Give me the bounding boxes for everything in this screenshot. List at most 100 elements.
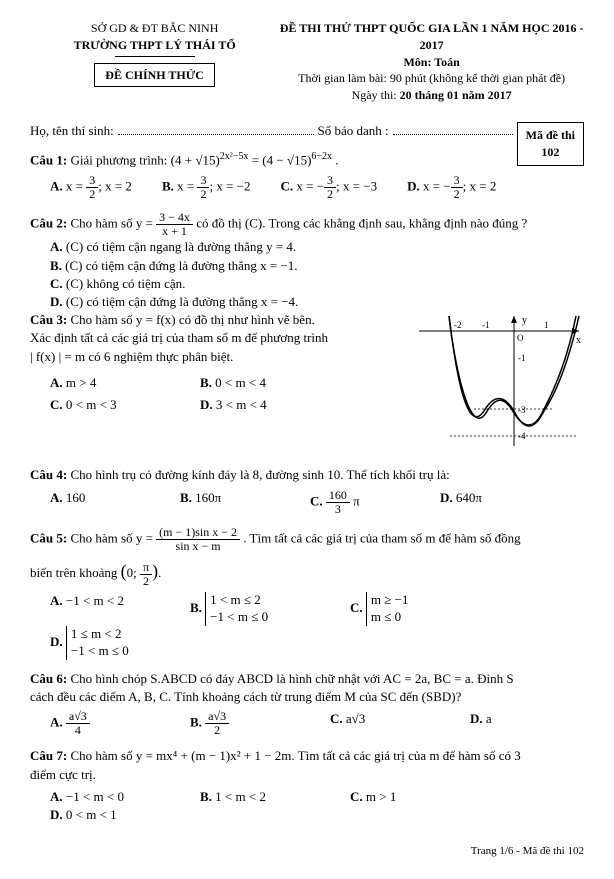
q2-C: C. (C) không có tiệm cận.	[50, 275, 584, 293]
dept: SỞ GD & ĐT BẮC NINH	[30, 20, 279, 37]
q7-D-text: 0 < m < 1	[66, 807, 117, 822]
q3-D-text: 3 < m < 4	[216, 397, 267, 412]
q4-C: C. 1603 π	[310, 489, 410, 516]
q1-C: C. x = −32; x = −3	[280, 174, 377, 201]
header-left: SỞ GD & ĐT BẮC NINH TRƯỜNG THPT LÝ THÁI …	[30, 20, 279, 104]
exam-date: Ngày thi: 20 tháng 01 năm 2017	[279, 87, 584, 104]
svg-text:-3: -3	[518, 405, 526, 415]
q5-C: C. m ≥ −1m ≤ 0	[350, 592, 460, 626]
q5-t1: Cho hàm số y =	[70, 531, 156, 546]
q2-t1: Cho hàm số y =	[70, 216, 156, 231]
q5-B1: 1 < m ≤ 2	[210, 592, 261, 607]
q2-num: 3 − 4x	[156, 211, 193, 225]
svg-text:-1: -1	[482, 320, 490, 330]
q1-D: D. x = −32; x = 2	[407, 174, 496, 201]
student-line: Họ, tên thí sinh: Số báo danh :	[30, 122, 517, 140]
school: TRƯỜNG THPT LÝ THÁI TỔ	[30, 37, 279, 54]
q5-int-num: π	[140, 561, 152, 575]
q6-label: Câu 6:	[30, 671, 67, 686]
q5-frac: (m − 1)sin x − 2sin x − m	[156, 526, 240, 553]
q5-int-a: 0;	[127, 565, 140, 580]
q4-B: B. 160π	[180, 489, 280, 516]
q4-B-text: 160π	[195, 490, 221, 505]
code: 102	[526, 144, 575, 161]
q6-B-num: a√3	[205, 710, 229, 724]
q3-C-text: 0 < m < 3	[66, 397, 117, 412]
q3-D: D. 3 < m < 4	[200, 396, 267, 414]
q7-opts: A. −1 < m < 0 B. 1 < m < 2 C. m > 1 D. 0…	[50, 788, 584, 824]
q5-B: B. 1 < m ≤ 2−1 < m ≤ 0	[190, 592, 320, 626]
q3-label: Câu 3:	[30, 312, 67, 327]
q6-opts: A. a√34 B. a√32 C. a√3 D. a	[50, 710, 584, 737]
duration-text: Thời gian làm bài: 90 phút (không kể thờ…	[298, 71, 565, 85]
q4-C-suf: π	[350, 493, 360, 508]
q3-t3: | f(x) | = m có 6 nghiệm thực phân biệt.	[30, 348, 414, 366]
date-bold: 20 tháng 01 năm 2017	[400, 88, 512, 102]
q7-t2: điểm cực trị.	[30, 766, 584, 784]
q3-t2: Xác định tất cả các giá trị của tham số …	[30, 329, 414, 347]
q2-A-text: (C) có tiệm cận ngang là đường thẳng y =…	[66, 239, 296, 254]
q5-int-den: 2	[140, 575, 152, 588]
q5-num: (m − 1)sin x − 2	[156, 526, 240, 540]
q1-A: A. x = 32; x = 2	[50, 174, 132, 201]
q6-A-num: a√3	[66, 710, 90, 724]
q5: Câu 5: Cho hàm số y = (m − 1)sin x − 2si…	[30, 526, 584, 660]
q5-den: sin x − m	[156, 540, 240, 553]
q7-C-text: m > 1	[366, 789, 396, 804]
q1-opts: A. x = 32; x = 2 B. x = 32; x = −2 C. x …	[50, 174, 584, 201]
q2-B-text: (C) có tiệm cận đứng là đường thẳng x = …	[65, 258, 297, 273]
official-badge: ĐỀ CHÍNH THỨC	[94, 63, 215, 88]
q5-B2: −1 < m ≤ 0	[210, 609, 268, 624]
q2-den: x + 1	[156, 225, 193, 238]
q6-B-den: 2	[205, 724, 229, 737]
q1-mid: = (4 − √15)	[252, 153, 312, 168]
header: SỞ GD & ĐT BẮC NINH TRƯỜNG THPT LÝ THÁI …	[30, 20, 584, 104]
q3: Câu 3: Cho hàm số y = f(x) có đồ thị như…	[30, 311, 584, 456]
q4: Câu 4: Cho hình trụ có đường kính đáy là…	[30, 466, 584, 516]
q5-A: A. −1 < m < 2	[50, 592, 160, 626]
q7-B-text: 1 < m < 2	[215, 789, 266, 804]
code-label: Mã đề thi	[526, 127, 575, 144]
q1-text: Giải phương trình: (4 + √15)	[70, 153, 219, 168]
q1-exp1: 2x²−5x	[220, 151, 249, 162]
q2-frac: 3 − 4xx + 1	[156, 211, 193, 238]
q6-t2: cách đều các điểm A, B, C. Tính khoảng c…	[30, 688, 584, 706]
svg-text:1: 1	[544, 320, 549, 330]
q1-end: .	[335, 153, 338, 168]
name-field	[118, 122, 314, 135]
q2: Câu 2: Cho hàm số y = 3 − 4xx + 1 có đồ …	[30, 211, 584, 311]
q2-opts: A. (C) có tiệm cận ngang là đường thẳng …	[50, 238, 584, 311]
q2-t2: có đồ thị (C). Trong các khẳng định sau,…	[196, 216, 527, 231]
q3-opts2: C. 0 < m < 3 D. 3 < m < 4	[50, 396, 414, 414]
q5-label: Câu 5:	[30, 531, 67, 546]
q4-D-text: 640π	[456, 490, 482, 505]
svg-text:-2: -2	[454, 320, 462, 330]
q6-D: D. a	[470, 710, 492, 737]
exam-title: ĐỀ THI THỬ THPT QUỐC GIA LẦN 1 NĂM HỌC 2…	[279, 20, 584, 54]
q3-B: B. 0 < m < 4	[200, 374, 266, 392]
name-label: Họ, tên thí sinh:	[30, 122, 114, 140]
q6: Câu 6: Cho hình chóp S.ABCD có đáy ABCD …	[30, 670, 584, 738]
svg-text:x: x	[576, 335, 581, 346]
q5-D2: −1 < m ≤ 0	[71, 643, 129, 658]
q5-C1: m ≥ −1	[371, 592, 409, 607]
svg-text:O: O	[517, 333, 524, 343]
q5-opts: A. −1 < m < 2 B. 1 < m ≤ 2−1 < m ≤ 0 C. …	[50, 592, 584, 660]
q7-B: B. 1 < m < 2	[200, 788, 320, 806]
header-right: ĐỀ THI THỬ THPT QUỐC GIA LẦN 1 NĂM HỌC 2…	[279, 20, 584, 104]
q4-C-den: 3	[326, 503, 350, 516]
q4-A-text: 160	[66, 490, 86, 505]
q1: Câu 1: Giải phương trình: (4 + √15)2x²−5…	[30, 150, 584, 201]
id-field	[393, 122, 513, 135]
q4-C-num: 160	[326, 489, 350, 503]
duration: Thời gian làm bài: 90 phút (không kể thờ…	[279, 70, 584, 87]
q3-B-text: 0 < m < 4	[215, 375, 266, 390]
q4-text: Cho hình trụ có đường kính đáy là 8, đườ…	[70, 467, 449, 482]
exam-code-box: Mã đề thi 102	[517, 122, 584, 166]
q7-C: C. m > 1	[350, 788, 470, 806]
page-footer: Trang 1/6 - Mã đề thi 102	[30, 844, 584, 859]
q2-D-text: (C) có tiệm cận đứng là đường thẳng x = …	[66, 294, 298, 309]
q4-D: D. 640π	[440, 489, 482, 516]
q5-C2: m ≤ 0	[371, 609, 401, 624]
q4-A: A. 160	[50, 489, 150, 516]
